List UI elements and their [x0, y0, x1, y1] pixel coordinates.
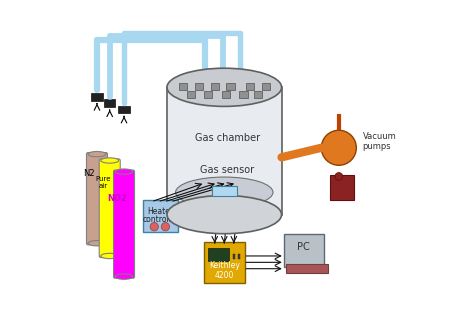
Bar [246, 83, 254, 91]
Bar [211, 186, 237, 195]
Bar [227, 83, 235, 91]
Text: Gas sensor: Gas sensor [201, 165, 255, 175]
Ellipse shape [175, 177, 273, 208]
Text: Heater: Heater [147, 207, 173, 216]
FancyBboxPatch shape [114, 170, 135, 278]
Bar [187, 91, 195, 99]
Text: NO2: NO2 [107, 194, 127, 203]
FancyBboxPatch shape [86, 152, 108, 245]
Bar [254, 91, 262, 99]
FancyBboxPatch shape [284, 234, 324, 267]
Ellipse shape [167, 195, 282, 234]
Bar [233, 254, 235, 258]
Circle shape [161, 222, 170, 231]
Bar [204, 91, 212, 99]
Text: controller: controller [142, 215, 179, 224]
Bar [210, 83, 219, 91]
Ellipse shape [115, 169, 133, 174]
Bar [118, 106, 130, 113]
Bar [237, 254, 240, 258]
Ellipse shape [88, 152, 106, 157]
Text: PC: PC [297, 242, 310, 252]
Text: Pure
air: Pure air [95, 176, 110, 189]
Bar [239, 91, 247, 99]
FancyBboxPatch shape [286, 265, 328, 273]
Bar [195, 83, 203, 91]
Bar [104, 100, 116, 107]
Ellipse shape [101, 253, 118, 259]
Circle shape [321, 130, 356, 165]
Bar [91, 93, 103, 101]
Text: Keithley
4200: Keithley 4200 [209, 261, 240, 281]
Ellipse shape [101, 158, 118, 163]
Ellipse shape [115, 274, 133, 279]
Text: Gas chamber: Gas chamber [195, 133, 260, 143]
Circle shape [150, 222, 158, 231]
FancyBboxPatch shape [204, 242, 245, 283]
FancyBboxPatch shape [167, 87, 282, 215]
Ellipse shape [167, 68, 282, 106]
Bar [222, 91, 230, 99]
Text: Vacuum
pumps: Vacuum pumps [363, 132, 396, 151]
FancyBboxPatch shape [330, 176, 354, 200]
Ellipse shape [88, 240, 106, 246]
Bar [179, 83, 187, 91]
Circle shape [335, 173, 343, 180]
Bar [262, 83, 270, 91]
FancyBboxPatch shape [209, 248, 229, 261]
FancyBboxPatch shape [143, 200, 178, 232]
FancyBboxPatch shape [99, 159, 120, 257]
Text: N2: N2 [83, 169, 95, 178]
